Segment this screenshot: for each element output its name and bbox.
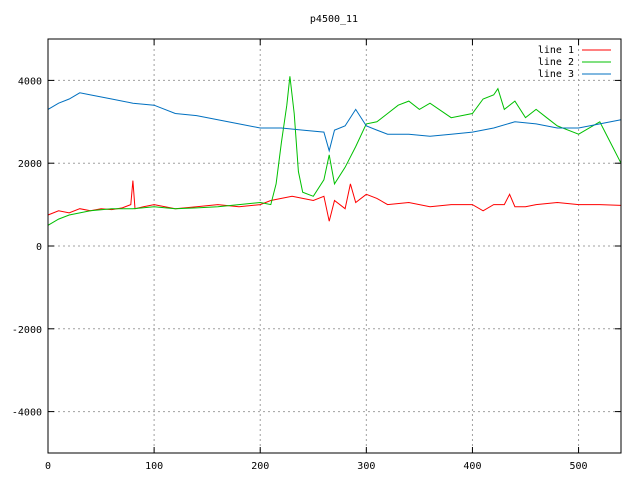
legend-label-1: line 1	[538, 45, 574, 56]
legend-label-2: line 2	[538, 57, 574, 68]
x-tick-label: 500	[570, 461, 588, 472]
y-tick-label: -4000	[12, 408, 42, 419]
x-tick-label: 400	[463, 461, 481, 472]
series-line-1	[47, 180, 622, 222]
legend-label-3: line 3	[538, 69, 574, 80]
series-line-2	[47, 76, 622, 226]
chart-title: p4500_11	[310, 14, 358, 25]
series-layer	[47, 76, 622, 226]
x-tick-label: 0	[45, 461, 51, 472]
y-tick-label: -2000	[12, 325, 42, 336]
axis-ticks-layer: 0 100 200 300 400 500 -4000 -2000 0 2000 4000	[12, 39, 621, 472]
y-tick-label: 2000	[18, 159, 42, 170]
series-line-3	[47, 92, 622, 153]
plot-frame	[47, 38, 622, 454]
grid-layer	[48, 39, 621, 453]
y-tick-label: 4000	[18, 76, 42, 87]
x-tick-label: 100	[145, 461, 163, 472]
y-tick-label: 0	[36, 242, 42, 253]
x-tick-label: 300	[357, 461, 375, 472]
x-tick-label: 200	[251, 461, 269, 472]
